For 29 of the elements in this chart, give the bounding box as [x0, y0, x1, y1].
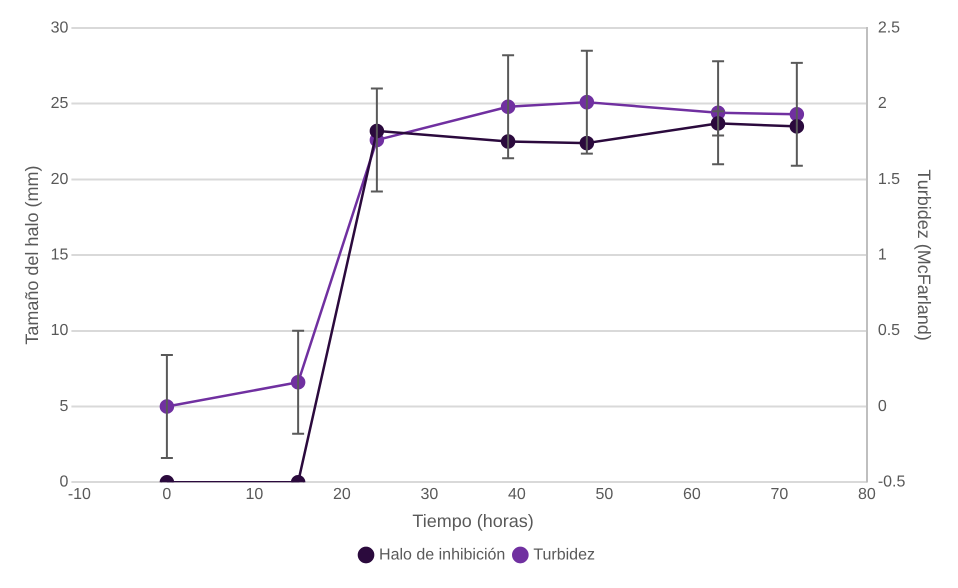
legend-label: Halo de inhibición — [379, 546, 506, 564]
y2-tick-label: 1.5 — [878, 170, 900, 188]
y2-tick-label: 1 — [878, 246, 887, 264]
x-tick-label: 40 — [508, 486, 526, 504]
x-tick-label: -10 — [68, 486, 92, 504]
x-tick-label: 70 — [770, 486, 788, 504]
y-tick-label: 10 — [50, 322, 68, 340]
y2-tick-label: 0 — [878, 398, 887, 415]
x-tick-label: 50 — [595, 486, 614, 504]
y-tick-label: 0 — [59, 474, 68, 491]
y2-tick-label: 2.5 — [878, 19, 900, 36]
x-tick-label: 10 — [245, 486, 264, 504]
y-axis-title: Tamaño del halo (mm) — [22, 166, 42, 345]
y-tick-label: 30 — [50, 19, 68, 36]
x-tick-label: 0 — [162, 486, 172, 504]
y2-tick-label: 0.5 — [878, 322, 900, 340]
y2-axis-title: Turbidez (McFarland) — [914, 169, 934, 341]
y-tick-label: 5 — [59, 398, 68, 415]
y-tick-label: 25 — [50, 95, 68, 112]
y-tick-label: 20 — [50, 170, 68, 188]
x-tick-label: 80 — [858, 486, 876, 504]
y2-tick-label: -0.5 — [878, 474, 906, 491]
x-tick-label: 60 — [682, 486, 701, 504]
y2-tick-label: 2 — [878, 95, 887, 112]
x-tick-label: 20 — [332, 486, 351, 504]
x-tick-label: 30 — [420, 486, 438, 504]
x-axis-title: Tiempo (horas) — [412, 511, 534, 532]
legend-label: Turbidez — [533, 546, 595, 564]
y-tick-label: 15 — [50, 246, 68, 264]
